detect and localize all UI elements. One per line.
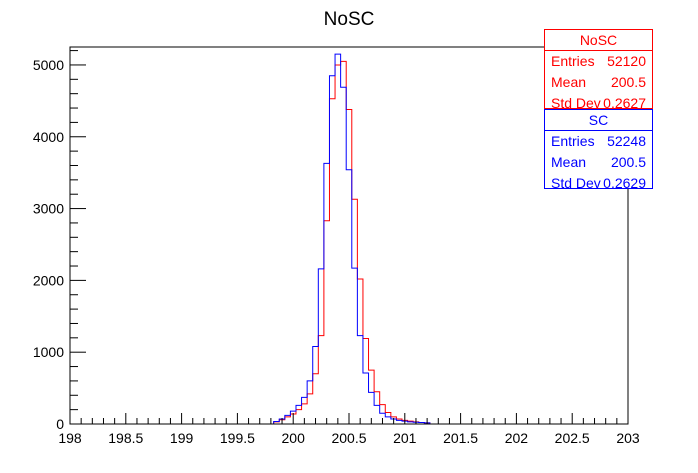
histogram-bin-sc bbox=[363, 373, 369, 424]
histogram-bin-sc bbox=[329, 76, 335, 424]
stats-label: Entries bbox=[551, 133, 595, 149]
stats-box-sc: SC Entries 52248 Mean 200.5 Std Dev 0.26… bbox=[544, 109, 653, 191]
x-tick-label: 201.5 bbox=[443, 430, 478, 446]
stats-value: 0.2627 bbox=[603, 95, 646, 111]
histogram-bin-sc bbox=[346, 170, 352, 424]
histogram-bin-nosc bbox=[363, 339, 369, 424]
stats-title: NoSC bbox=[545, 30, 652, 51]
stats-row-entries: Entries 52248 bbox=[545, 131, 652, 152]
stats-label: Std Dev bbox=[551, 95, 601, 111]
y-tick-label: 5000 bbox=[33, 57, 64, 73]
histogram-bin-nosc bbox=[324, 221, 330, 424]
stats-row-entries: Entries 52120 bbox=[545, 51, 652, 72]
histogram-bin-nosc bbox=[296, 410, 302, 424]
x-tick-label: 198.5 bbox=[108, 430, 143, 446]
axis-layer: 198 198.5 199 199.5 200 200.5 201 201.5 202 202.5… bbox=[33, 46, 640, 446]
stats-value: 200.5 bbox=[610, 154, 646, 170]
stats-row-std-dev: Std Dev 0.2629 bbox=[545, 173, 652, 194]
stats-label: Std Dev bbox=[551, 175, 601, 191]
histogram-bin-sc bbox=[396, 420, 402, 424]
stats-value: 0.2629 bbox=[603, 175, 646, 191]
y-tick-label: 4000 bbox=[33, 129, 64, 145]
histogram-bin-nosc bbox=[318, 336, 324, 424]
histogram-bin-nosc bbox=[329, 99, 335, 424]
x-tick-label: 198 bbox=[58, 430, 82, 446]
x-tick-label: 201 bbox=[393, 430, 417, 446]
histogram-bin-nosc bbox=[374, 392, 380, 424]
histogram-bin-nosc bbox=[385, 413, 391, 424]
y-tick-label: 3000 bbox=[33, 201, 64, 217]
y-tick-label: 1000 bbox=[33, 344, 64, 360]
x-tick-label: 200 bbox=[282, 430, 306, 446]
y-tick-label: 0 bbox=[56, 416, 64, 432]
histogram-bin-sc bbox=[335, 54, 341, 424]
histogram-bin-nosc bbox=[346, 109, 352, 424]
stats-label: Entries bbox=[551, 53, 595, 69]
histogram-bin-nosc bbox=[357, 279, 363, 424]
stats-box-nosc: NoSC Entries 52120 Mean 200.5 Std Dev 0.… bbox=[544, 29, 653, 111]
stats-title: SC bbox=[545, 110, 652, 131]
histogram-bin-nosc bbox=[369, 370, 375, 424]
histogram-bin-sc bbox=[357, 336, 363, 424]
histogram-bin-sc bbox=[324, 163, 330, 424]
histogram-bin-sc bbox=[318, 269, 324, 424]
x-tick-label: 203 bbox=[616, 430, 640, 446]
histogram-bin-nosc bbox=[341, 61, 347, 424]
histogram-bin-nosc bbox=[352, 199, 358, 424]
histogram-bin-sc bbox=[374, 405, 380, 424]
histogram-bin-nosc bbox=[396, 419, 402, 424]
histogram-bin-sc bbox=[313, 346, 319, 424]
stats-row-std-dev: Std Dev 0.2627 bbox=[545, 93, 652, 114]
histogram-bin-nosc bbox=[313, 374, 319, 424]
x-tick-label: 202.5 bbox=[555, 430, 590, 446]
histogram-bin-nosc bbox=[285, 417, 291, 424]
stats-value: 52120 bbox=[607, 53, 646, 69]
stats-row-mean: Mean 200.5 bbox=[545, 72, 652, 93]
series-layer bbox=[70, 53, 628, 425]
stats-row-mean: Mean 200.5 bbox=[545, 152, 652, 173]
x-tick-label: 200.5 bbox=[331, 430, 366, 446]
y-tick-label: 2000 bbox=[33, 272, 64, 288]
x-tick-label: 202 bbox=[505, 430, 529, 446]
stats-label: Mean bbox=[551, 154, 587, 170]
histogram-bin-sc bbox=[385, 417, 391, 424]
histogram-bin-sc bbox=[296, 405, 302, 424]
histogram-bin-sc bbox=[307, 381, 313, 424]
stats-value: 52248 bbox=[607, 133, 646, 149]
stats-value: 200.5 bbox=[610, 74, 646, 90]
x-tick-label: 199.5 bbox=[220, 430, 255, 446]
histogram-bin-nosc bbox=[307, 394, 313, 424]
histogram-bin-sc bbox=[352, 268, 358, 424]
stats-label: Mean bbox=[551, 74, 587, 90]
x-tick-label: 199 bbox=[170, 430, 194, 446]
histogram-bin-sc bbox=[341, 87, 347, 424]
histogram-bin-nosc bbox=[335, 65, 341, 424]
series-line-sc bbox=[70, 53, 628, 425]
chart-title: NoSC bbox=[324, 9, 375, 30]
